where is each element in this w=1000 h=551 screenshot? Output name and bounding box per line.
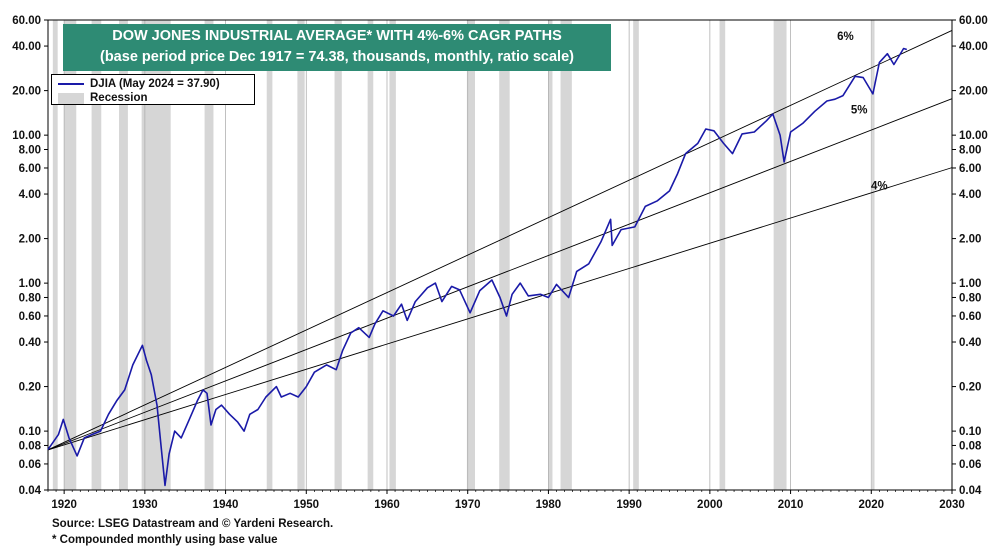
y-tick-label-right: 4.00 (959, 189, 981, 201)
legend-swatch-recession (58, 92, 84, 104)
y-tick-label-left: 20.00 (12, 86, 41, 98)
legend-item-djia: DJIA (May 2024 = 37.90) (58, 77, 220, 91)
legend-item-recession: Recession (58, 91, 148, 105)
recession-band-2 (91, 20, 102, 490)
recession-band-1 (64, 20, 77, 490)
x-tick-label-1990: 1990 (616, 499, 642, 511)
x-tick-label-1930: 1930 (132, 499, 158, 511)
cagr-line-5pct (47, 98, 953, 451)
footnote: * Compounded monthly using base value (52, 534, 278, 546)
recession-band-16 (719, 20, 726, 490)
cagr-lines (47, 30, 953, 451)
y-tick-label-right: 0.80 (959, 292, 981, 304)
legend-swatch-djia (58, 83, 84, 85)
y-tick-label-right: 0.60 (959, 311, 981, 323)
y-tick-label-left: 0.08 (19, 440, 42, 452)
y-tick-label-right: 40.00 (959, 41, 988, 53)
y-tick-label-right: 1.00 (959, 278, 981, 290)
x-tick-label-1970: 1970 (455, 499, 481, 511)
y-tick-label-left: 60.00 (12, 15, 41, 27)
cagr-line-6pct (47, 30, 953, 451)
x-tick-label-2000: 2000 (697, 499, 723, 511)
y-tick-label-right: 0.06 (959, 459, 981, 471)
x-tick-label-2030: 2030 (939, 499, 965, 511)
y-tick-label-left: 1.00 (19, 278, 41, 290)
y-tick-label-left: 4.00 (19, 189, 41, 201)
y-tick-label-left: 6.00 (19, 163, 41, 175)
y-tick-label-right: 0.40 (959, 337, 981, 349)
y-tick-label-left: 0.20 (19, 382, 41, 394)
chart-title-box: DOW JONES INDUSTRIAL AVERAGE* WITH 4%-6%… (63, 24, 611, 71)
y-tick-label-right: 6.00 (959, 163, 981, 175)
x-tick-label-2010: 2010 (778, 499, 804, 511)
y-tick-label-right: 20.00 (959, 86, 988, 98)
djia-series (47, 47, 908, 487)
y-tick-label-left: 0.10 (19, 426, 41, 438)
recession-band-8 (334, 20, 342, 490)
recession-bands (52, 20, 875, 490)
y-tick-label-right: 0.10 (959, 426, 981, 438)
cagr-annotations: 6% 5% 4% (837, 31, 888, 192)
y-tick-label-right: 60.00 (959, 15, 988, 27)
x-tick-label-1920: 1920 (51, 499, 77, 511)
y-tick-label-left: 0.06 (19, 459, 41, 471)
recession-band-5 (204, 20, 214, 490)
annotation-6pct: 6% (837, 31, 854, 43)
recession-band-14 (560, 20, 572, 490)
y-tick-label-left: 10.00 (12, 130, 41, 142)
y-tick-label-right: 2.00 (959, 234, 981, 246)
x-tick-label-1980: 1980 (536, 499, 562, 511)
y-tick-label-left: 0.80 (19, 292, 41, 304)
recession-band-11 (466, 20, 475, 490)
recession-band-18 (872, 20, 875, 490)
y-tick-label-right: 8.00 (959, 144, 981, 156)
recession-band-10 (389, 20, 396, 490)
y-tick-label-right: 0.04 (959, 485, 982, 497)
y-tick-label-left: 0.40 (19, 337, 41, 349)
y-tick-label-left: 0.60 (19, 311, 41, 323)
annotation-4pct: 4% (871, 180, 888, 192)
annotation-5pct: 5% (851, 105, 868, 117)
y-tick-label-right: 10.00 (959, 130, 988, 142)
x-tick-label-1960: 1960 (374, 499, 400, 511)
y-tick-label-right: 0.20 (959, 382, 981, 394)
recession-band-0 (52, 20, 58, 490)
y-tick-label-left: 8.00 (19, 144, 41, 156)
y-tick-label-left: 0.04 (19, 485, 42, 497)
recession-band-9 (367, 20, 374, 490)
legend-label-recession: Recession (90, 92, 148, 104)
recession-band-6 (266, 20, 273, 490)
djia-line (47, 47, 908, 487)
recession-band-12 (499, 20, 510, 490)
recession-band-15 (633, 20, 639, 490)
recession-band-17 (773, 20, 787, 490)
chart-subtitle: (base period price Dec 1917 = 74.38, tho… (100, 49, 574, 65)
x-tick-label-1950: 1950 (293, 499, 319, 511)
y-axis-left: 60.00 40.00 20.00 10.00 8.00 6.00 4.00 2.00 1.00… (12, 15, 48, 497)
y-tick-label-left: 40.00 (12, 41, 41, 53)
legend: DJIA (May 2024 = 37.90) Recession (51, 74, 255, 105)
x-tick-label-2020: 2020 (858, 499, 884, 511)
recession-band-7 (297, 20, 305, 490)
y-tick-label-left: 2.00 (19, 234, 41, 246)
legend-label-djia: DJIA (May 2024 = 37.90) (90, 78, 220, 90)
y-tick-label-right: 0.08 (959, 440, 982, 452)
recession-band-3 (119, 20, 128, 490)
x-tick-label-1940: 1940 (213, 499, 239, 511)
x-axis: 1920 1930 1940 1950 1960 1970 1980 1990 2000 2010… (47, 490, 965, 511)
y-axis-right: 60.00 40.00 20.00 10.00 8.00 6.00 4.00 2.00 1.00… (952, 15, 988, 497)
cagr-line-4pct (47, 167, 953, 451)
chart-title: DOW JONES INDUSTRIAL AVERAGE* WITH 4%-6%… (112, 28, 562, 44)
source-note: Source: LSEG Datastream and © Yardeni Re… (52, 518, 334, 530)
